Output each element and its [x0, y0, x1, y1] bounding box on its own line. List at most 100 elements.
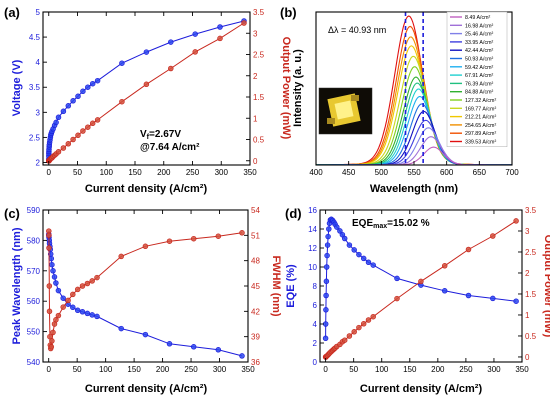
- data-point: [60, 304, 66, 310]
- legend-label: 76.39 A/cm²: [465, 81, 493, 87]
- data-point: [142, 331, 149, 338]
- data-point: [323, 307, 329, 313]
- panel-b-label: (b): [280, 5, 297, 20]
- led-photo-inset: [318, 87, 373, 135]
- x-tick-label: 450: [342, 168, 356, 177]
- y-tick-label-right: 45: [251, 282, 260, 291]
- x-tick-label: 300: [487, 365, 501, 374]
- data-point: [46, 245, 52, 251]
- data-point: [46, 232, 52, 239]
- data-point: [55, 312, 62, 319]
- data-point: [365, 317, 372, 323]
- x-tick-label: 100: [100, 168, 114, 177]
- data-point: [166, 341, 173, 347]
- data-point: [118, 325, 124, 332]
- data-point: [490, 233, 496, 239]
- data-point: [89, 120, 96, 127]
- panel-d-annotation: EQEmax=15.02 %: [352, 218, 430, 230]
- data-point: [85, 124, 91, 130]
- data-point: [217, 35, 223, 42]
- y-tick-label-left: 8: [313, 282, 318, 291]
- panel-a-annotation-line2: @7.64 A/cm²: [140, 142, 200, 153]
- x-tick-label: 700: [505, 168, 519, 177]
- data-point: [70, 136, 76, 143]
- y-tick-label-right: 51: [251, 231, 260, 240]
- data-point: [53, 317, 59, 323]
- data-point: [51, 274, 58, 280]
- data-point: [70, 304, 76, 311]
- data-point: [70, 98, 76, 104]
- data-point: [192, 49, 198, 55]
- data-point: [465, 246, 472, 253]
- data-point: [55, 114, 62, 121]
- panel-c-xlabel: Current density (A/cm²): [85, 383, 208, 395]
- panel-a: (a) 0 50 100 150 200 250 300 35022.533.544.5500…: [4, 5, 292, 195]
- data-point: [60, 145, 67, 151]
- panel-d-xlabel: Current density (A/cm²): [360, 383, 483, 395]
- data-point: [119, 60, 125, 66]
- y-tick-label-right: 2.5: [525, 248, 537, 257]
- x-tick-label: 300: [215, 168, 229, 177]
- data-point: [323, 278, 330, 285]
- x-tick-label: 200: [431, 365, 445, 374]
- panel-a-ticks: 0 50 100 150 200 250 300 35022.533.544.5500.511…: [29, 8, 265, 177]
- data-point: [323, 264, 330, 270]
- data-point: [351, 247, 357, 253]
- data-point: [356, 324, 362, 331]
- data-point: [370, 313, 376, 320]
- data-point: [215, 233, 222, 239]
- legend-label: 59.42 A/cm²: [465, 65, 493, 71]
- x-tick-label: 0: [323, 365, 328, 374]
- data-point: [418, 278, 424, 285]
- data-point: [84, 310, 91, 317]
- y-tick-label-left: 580: [27, 236, 41, 245]
- data-point: [190, 235, 197, 242]
- panel-d-ylabel-left: EQE (%): [285, 264, 297, 308]
- panel-a-plot: [46, 18, 247, 164]
- panel-c: (c) 0 50 100 150 200 250 300 350 540 550 560 570 580…: [4, 206, 282, 395]
- panel-b-ticks: 400 450 500 550 600 650 700: [309, 161, 519, 177]
- data-point: [55, 287, 62, 294]
- led-chip-emitter: [334, 100, 354, 120]
- y-tick-label-right: 3: [525, 227, 530, 236]
- x-tick-label: 250: [459, 365, 473, 374]
- x-tick-label: 400: [309, 168, 323, 177]
- x-tick-label: 550: [407, 168, 421, 177]
- y-tick-label-right: 0: [525, 353, 530, 362]
- data-point: [50, 329, 56, 336]
- x-tick-label: 50: [73, 168, 82, 177]
- x-tick-label: 200: [157, 168, 171, 177]
- x-tick-label: 50: [73, 365, 82, 374]
- data-point: [85, 84, 91, 90]
- data-point: [50, 268, 56, 274]
- x-tick-label: 250: [186, 168, 200, 177]
- x-tick-label: 150: [128, 168, 142, 177]
- y-tick-label-right: 1.5: [525, 290, 537, 299]
- data-point: [356, 251, 362, 258]
- data-point: [60, 108, 67, 115]
- data-point: [341, 235, 348, 242]
- data-point: [74, 307, 81, 314]
- legend-label: 297.89 A/cm²: [465, 131, 496, 137]
- data-point: [143, 49, 150, 55]
- y-tick-label-right: 36: [251, 358, 260, 367]
- data-point: [65, 103, 72, 109]
- data-point: [94, 117, 101, 123]
- legend-label: 127.32 A/cm²: [465, 98, 496, 104]
- data-point: [394, 295, 400, 302]
- y-tick-label-left: 2: [313, 339, 318, 348]
- legend-label: 25.46 A/cm²: [465, 32, 493, 38]
- data-point: [79, 309, 86, 315]
- legend-label: 8.49 A/cm²: [465, 15, 491, 21]
- data-point: [48, 344, 55, 350]
- data-point: [351, 329, 357, 335]
- series-line-right: [48, 231, 243, 349]
- y-tick-label-left: 3.5: [29, 83, 41, 92]
- x-tick-label: 150: [403, 365, 417, 374]
- y-tick-label-right: 2.5: [253, 51, 265, 60]
- data-point: [513, 218, 519, 224]
- y-tick-label-left: 12: [308, 244, 317, 253]
- data-point: [241, 20, 247, 26]
- y-tick-label-right: 3.5: [253, 8, 265, 17]
- x-tick-label: 0: [46, 365, 51, 374]
